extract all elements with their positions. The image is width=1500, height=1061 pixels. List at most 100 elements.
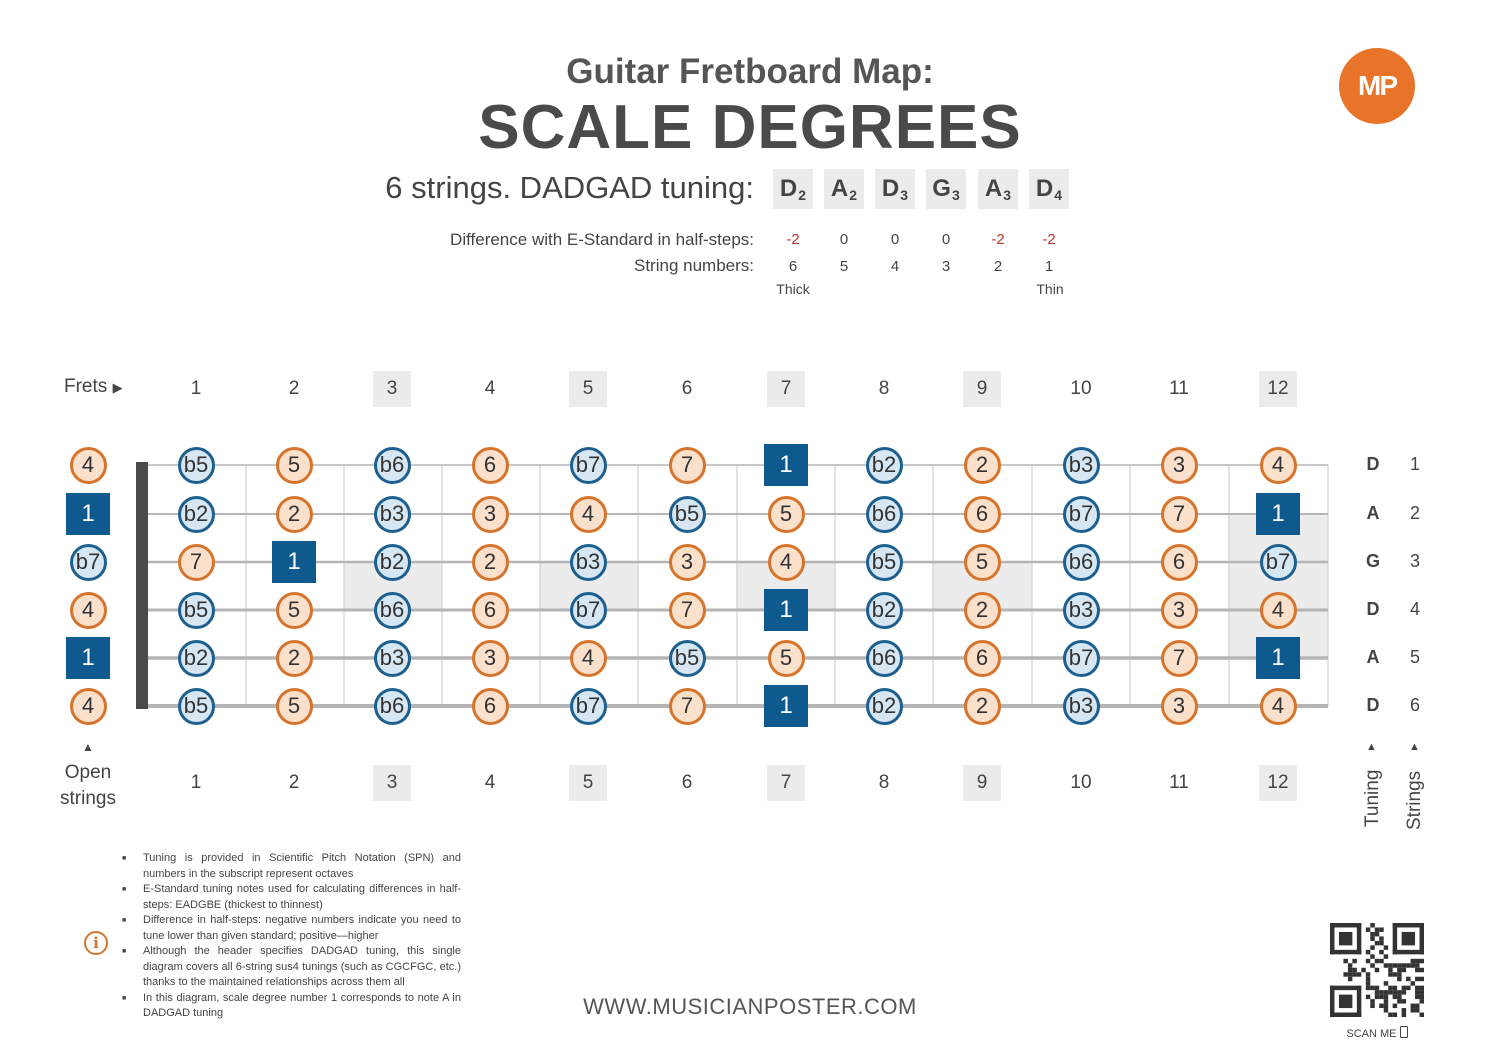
natural-degree-marker: 6 (1160, 543, 1198, 581)
logo: MP (1339, 48, 1415, 124)
root-marker: 1 (764, 685, 808, 727)
difference-value: -2 (991, 231, 1005, 248)
flat-degree-marker: b5 (668, 495, 706, 533)
difference-value: 0 (890, 231, 900, 248)
frets-label: Frets ▶ (64, 376, 123, 397)
flat-degree-marker: b2 (865, 591, 903, 629)
bottom-fret-number: 9 (963, 765, 1001, 801)
open-strings-label: Open strings (60, 762, 116, 809)
flat-degree-marker: b3 (569, 543, 607, 581)
flat-degree-marker: b6 (1062, 543, 1100, 581)
natural-degree-marker: 6 (471, 446, 509, 484)
natural-degree-marker: 5 (275, 446, 313, 484)
notes-list: Tuning is provided in Scientific Pitch N… (120, 851, 461, 1022)
natural-degree-marker: 7 (668, 687, 706, 725)
right-string-number: 3 (1409, 551, 1420, 571)
top-fret-number: 11 (1169, 378, 1189, 399)
page-subtitle: SCALE DEGREES (478, 93, 1022, 162)
bottom-fret-number: 3 (373, 765, 411, 801)
bottom-fret-number: 2 (288, 772, 300, 793)
bottom-fret-number: 11 (1169, 772, 1189, 793)
flat-degree-marker: b3 (373, 639, 411, 677)
root-marker: 1 (1256, 493, 1300, 535)
natural-degree-marker: 7 (1160, 639, 1198, 677)
flat-degree-marker: b2 (373, 543, 411, 581)
flat-degree-marker: b3 (1062, 687, 1100, 725)
flat-degree-marker: b2 (177, 495, 215, 533)
natural-degree-marker: 2 (963, 591, 1001, 629)
difference-value: 0 (839, 231, 849, 248)
natural-degree-marker: 7 (1160, 495, 1198, 533)
natural-degree-marker: 5 (963, 543, 1001, 581)
natural-degree-marker: 6 (963, 639, 1001, 677)
tuning-arrow-icon: ▲ (1366, 741, 1377, 753)
natural-degree-marker: 2 (471, 543, 509, 581)
natural-degree-marker: 7 (668, 591, 706, 629)
natural-degree-marker: 3 (471, 495, 509, 533)
tuning-label: 6 strings. DADGAD tuning: (385, 170, 754, 205)
natural-degree-marker: 5 (767, 495, 805, 533)
string-number-value: 1 (1044, 258, 1054, 275)
right-string-number: 5 (1409, 647, 1420, 667)
natural-degree-marker: 3 (471, 639, 509, 677)
flat-degree-marker: b7 (569, 446, 607, 484)
flat-degree-marker: b3 (1062, 591, 1100, 629)
bottom-fret-number: 5 (569, 765, 607, 801)
natural-degree-marker: 3 (1160, 446, 1198, 484)
top-fret-number: 5 (569, 371, 607, 407)
natural-degree-marker: 5 (767, 639, 805, 677)
string-number-value: 3 (941, 258, 951, 275)
root-marker: 1 (66, 493, 110, 535)
top-fret-number: 7 (767, 371, 805, 407)
natural-degree-marker: 3 (1160, 687, 1198, 725)
top-fret-number: 4 (484, 378, 496, 399)
natural-degree-marker: 4 (569, 495, 607, 533)
bottom-fret-number: 7 (767, 765, 805, 801)
bottom-fret-number: 4 (484, 772, 496, 793)
flat-degree-marker: b7 (569, 687, 607, 725)
natural-degree-marker: 2 (275, 495, 313, 533)
strings-axis-label: Strings (1404, 770, 1425, 830)
root-marker: 1 (66, 637, 110, 679)
string-numbers-label: String numbers: (634, 256, 754, 275)
right-tuning-note: A (1366, 647, 1380, 667)
flat-degree-marker: b7 (69, 543, 107, 581)
flat-degree-marker: b3 (373, 495, 411, 533)
natural-degree-marker: 7 (177, 543, 215, 581)
difference-value: -2 (786, 231, 800, 248)
flat-degree-marker: b5 (177, 446, 215, 484)
tuning-axis-label: Tuning (1362, 769, 1383, 827)
thin-label: Thin (1036, 281, 1064, 297)
flat-degree-marker: b7 (1062, 495, 1100, 533)
right-tuning-note: G (1365, 551, 1380, 571)
right-tuning-note: A (1366, 503, 1380, 523)
natural-degree-marker: 2 (963, 687, 1001, 725)
flat-degree-marker: b7 (1259, 543, 1297, 581)
natural-degree-marker: 4 (69, 591, 107, 629)
natural-degree-marker: 5 (275, 687, 313, 725)
root-marker: 1 (764, 444, 808, 486)
string-number-value: 4 (890, 258, 900, 275)
website-link[interactable]: WWW.MUSICIANPOSTER.COM (583, 994, 917, 1019)
flat-degree-marker: b7 (1062, 639, 1100, 677)
root-marker: 1 (272, 541, 316, 583)
open-strings-arrow-icon: ▲ (82, 740, 94, 754)
difference-value: 0 (941, 231, 951, 248)
flat-degree-marker: b6 (865, 495, 903, 533)
natural-degree-marker: 3 (1160, 591, 1198, 629)
top-fret-number: 3 (373, 371, 411, 407)
note-item: In this diagram, scale degree number 1 c… (120, 991, 461, 1022)
flat-degree-marker: b5 (668, 639, 706, 677)
string-number-value: 6 (788, 258, 798, 275)
natural-degree-marker: 4 (767, 543, 805, 581)
thick-label: Thick (776, 281, 810, 297)
note-item: Although the header specifies DADGAD tun… (120, 944, 461, 991)
natural-degree-marker: 4 (1259, 687, 1297, 725)
bottom-fret-number: 6 (681, 772, 693, 793)
flat-degree-marker: b2 (865, 687, 903, 725)
